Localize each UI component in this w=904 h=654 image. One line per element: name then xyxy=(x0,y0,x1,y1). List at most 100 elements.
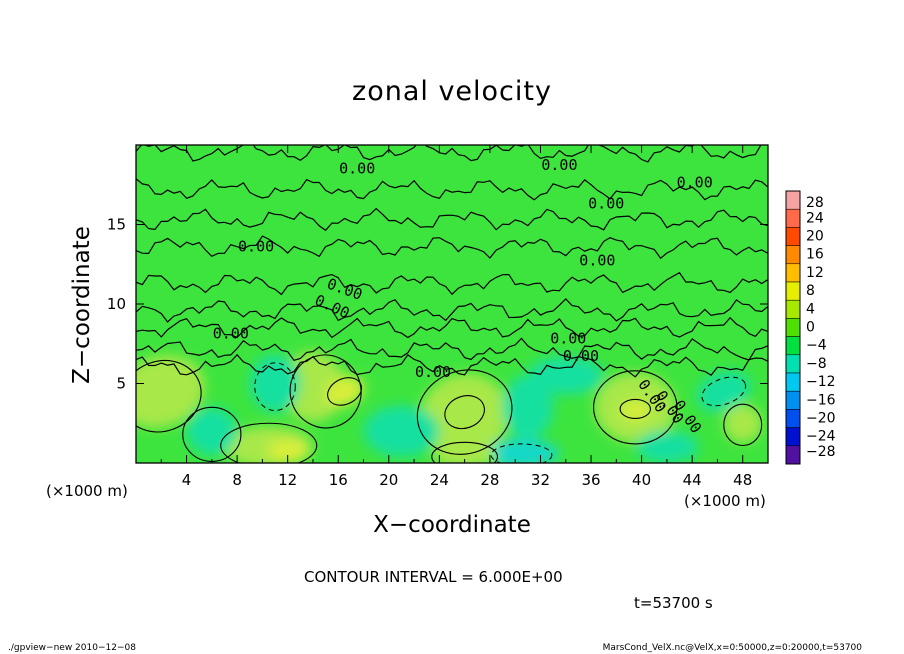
x-tick-label: 16 xyxy=(329,471,348,489)
colorbar-swatch xyxy=(785,409,801,428)
colorbar-swatch xyxy=(785,281,801,301)
contour-line-negative xyxy=(254,362,296,412)
contour-line xyxy=(136,298,768,323)
contour-label: 0.00 xyxy=(339,159,375,177)
contour-line xyxy=(327,377,363,406)
colorbar-swatch xyxy=(785,299,801,319)
colorbar-swatch xyxy=(785,336,801,356)
x-tick-label: 24 xyxy=(430,471,449,489)
field-anomaly xyxy=(502,375,554,440)
x-tick-label: 4 xyxy=(182,471,192,489)
colorbar-swatch xyxy=(785,390,801,410)
contour-line xyxy=(416,369,513,455)
time-label: t=53700 s xyxy=(634,594,713,612)
field-anomaly xyxy=(696,371,751,412)
contour-line xyxy=(444,395,485,430)
contour-label: 0.00 xyxy=(579,252,615,270)
x-tick-label: 40 xyxy=(632,471,651,489)
contour-label: 0.00 xyxy=(541,156,577,174)
x-axis-ticks: 4 8 12 16 20 24 28 32 36 40 44 48 xyxy=(160,145,752,489)
colorbar-swatch xyxy=(785,245,801,265)
contour-line xyxy=(431,441,499,463)
contour-label: 0.00 xyxy=(550,329,586,347)
contour-label: 0.00 xyxy=(563,347,599,365)
colorbar-swatch xyxy=(785,354,801,374)
colorbar-label: −20 xyxy=(806,411,836,427)
colorbar-label: 12 xyxy=(806,265,824,281)
contour-line xyxy=(220,422,318,463)
contour-label: 0.00 xyxy=(415,363,451,381)
colorbar-frame xyxy=(785,190,801,465)
contour-line xyxy=(136,316,768,339)
colorbar-label: 8 xyxy=(806,283,815,299)
contour-label: 0.00 xyxy=(213,325,249,343)
y-tick-label: 5 xyxy=(116,375,126,393)
colorbar-label: −8 xyxy=(806,356,827,372)
colorbar-label: −28 xyxy=(806,444,836,460)
colorbar-swatch xyxy=(785,372,801,392)
field-anomalies xyxy=(136,351,762,463)
colorbar-label: −16 xyxy=(806,392,836,408)
colorbar-swatch xyxy=(785,190,801,210)
contour-line xyxy=(723,403,763,447)
colorbar-swatch xyxy=(785,208,801,228)
y-tick-label: 15 xyxy=(107,216,126,234)
footer-data-source: MarsCond_VelX.nc@VelX,x=0:50000,z=0:2000… xyxy=(602,643,862,653)
field-anomaly xyxy=(267,439,308,462)
colorbar-swatch xyxy=(785,263,801,283)
contour-line xyxy=(136,178,768,201)
colorbar-swatch xyxy=(785,318,801,337)
colorbar-label: 0 xyxy=(806,320,815,336)
y-axis-ticks: 5 10 15 xyxy=(107,216,768,393)
field-anomaly xyxy=(635,431,699,463)
x-tick-label: 36 xyxy=(581,471,600,489)
contour-line xyxy=(136,271,768,296)
contour-line-negative xyxy=(701,376,747,407)
contour-interval-label: CONTOUR INTERVAL = 6.000E+00 xyxy=(304,568,563,586)
contour-lines xyxy=(136,145,768,463)
colorbar-label: −12 xyxy=(806,374,836,390)
contour-line xyxy=(136,207,768,232)
colorbar-label: −4 xyxy=(806,338,827,354)
colorbar-label: 4 xyxy=(806,301,815,317)
contour-line xyxy=(136,145,762,163)
chart-title: zonal velocity xyxy=(352,76,552,107)
contour-label: 0.00 xyxy=(588,194,624,212)
colorbar-swatch xyxy=(785,445,801,465)
contour-label: 0.00 xyxy=(238,237,274,255)
footer-program-label: ./gpview−new 2010−12−08 xyxy=(8,643,136,653)
colorbar-label: 16 xyxy=(806,247,824,263)
x-tick-label: 12 xyxy=(278,471,297,489)
field-anomaly xyxy=(363,405,440,457)
contour-line xyxy=(619,398,651,420)
x-tick-label: 8 xyxy=(232,471,242,489)
colorbar-label: −24 xyxy=(806,429,836,445)
velocity-field xyxy=(136,145,768,463)
contour-line xyxy=(136,360,202,433)
colorbar-label: 20 xyxy=(806,229,824,245)
x-unit-label-left: (×1000 m) xyxy=(46,482,128,500)
x-axis-label: X−coordinate xyxy=(373,512,531,538)
x-unit-label-right: (×1000 m) xyxy=(684,492,766,510)
field-anomaly xyxy=(420,373,509,457)
field-anomaly xyxy=(620,400,651,421)
y-tick-label: 10 xyxy=(107,295,126,313)
x-tick-label: 48 xyxy=(733,471,752,489)
contour-line xyxy=(136,337,768,361)
contour-line xyxy=(136,353,768,378)
field-anomaly xyxy=(186,407,238,456)
contour-line xyxy=(593,370,678,445)
contour-line-negative xyxy=(490,443,553,463)
colorbar-label: 28 xyxy=(806,195,824,211)
field-anomaly xyxy=(723,404,762,443)
x-tick-label: 28 xyxy=(480,471,499,489)
colorbar-label: 24 xyxy=(806,210,824,226)
field-anomaly xyxy=(325,375,364,407)
field-anomaly xyxy=(136,355,205,428)
field-anomaly xyxy=(249,354,301,413)
colorbar-swatch xyxy=(785,427,801,447)
colorbar-swatch xyxy=(785,227,801,246)
x-tick-label: 32 xyxy=(531,471,550,489)
